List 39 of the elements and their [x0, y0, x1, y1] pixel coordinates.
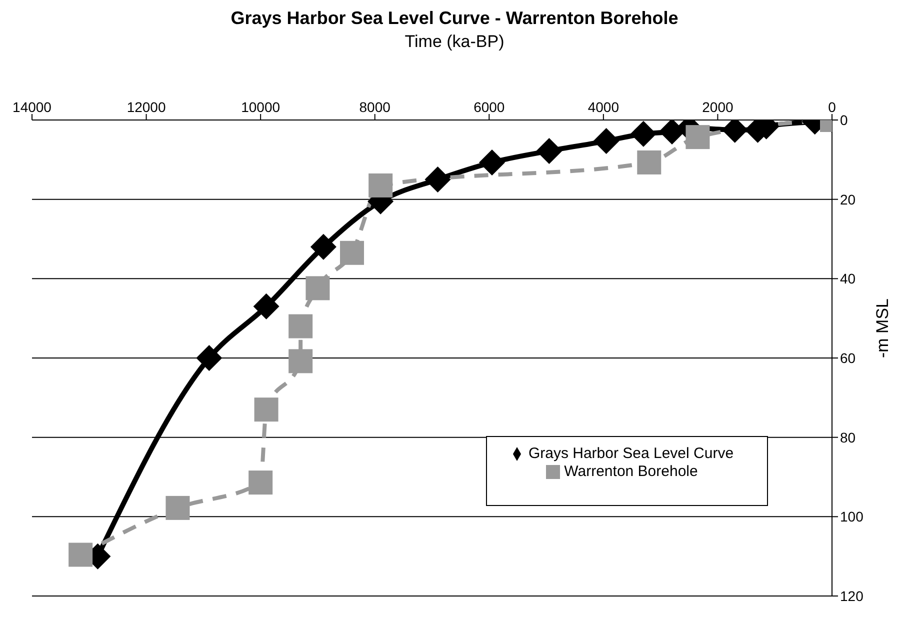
chart-title: Grays Harbor Sea Level Curve - Warrenton Borehole — [230, 8, 680, 29]
point — [196, 345, 222, 371]
point — [686, 125, 710, 150]
point — [254, 398, 278, 422]
y-tick-label: 0 — [840, 112, 848, 128]
x-tick-label: 12000 — [126, 99, 166, 115]
point — [68, 542, 93, 567]
point — [248, 470, 273, 495]
x-tick-label: 10000 — [241, 99, 280, 115]
y-tick-label: 20 — [840, 191, 856, 208]
point — [368, 173, 393, 198]
point — [288, 314, 313, 338]
y-axis-title: -m MSL — [873, 298, 892, 358]
x-tick-label: 6000 — [474, 99, 505, 115]
legend-label: Warrenton Borehole — [564, 463, 698, 480]
point — [593, 128, 620, 154]
x-tick-label: 0 — [828, 99, 836, 115]
y-tick-label: 120 — [840, 588, 864, 604]
legend-label: Grays Harbor Sea Level Curve — [528, 445, 734, 462]
x-tick-label: 2000 — [702, 99, 734, 115]
point — [637, 150, 662, 174]
point — [166, 496, 190, 520]
y-tick-label: 40 — [840, 270, 856, 287]
point — [630, 120, 656, 147]
point — [424, 166, 451, 192]
x-axis-title: Time (ka-BP) — [404, 32, 506, 52]
point — [340, 240, 364, 265]
point — [288, 349, 313, 374]
x-tick-label: 14000 — [12, 99, 52, 115]
point — [253, 293, 280, 320]
point — [310, 234, 336, 260]
x-tick-label: 8000 — [359, 99, 391, 115]
x-tick-label: 4000 — [588, 99, 620, 115]
point — [479, 149, 505, 176]
y-tick-label: 60 — [840, 350, 856, 366]
y-tick-label: 100 — [840, 508, 864, 525]
point — [306, 276, 330, 300]
point — [536, 138, 562, 164]
y-tick-label: 80 — [840, 429, 856, 446]
